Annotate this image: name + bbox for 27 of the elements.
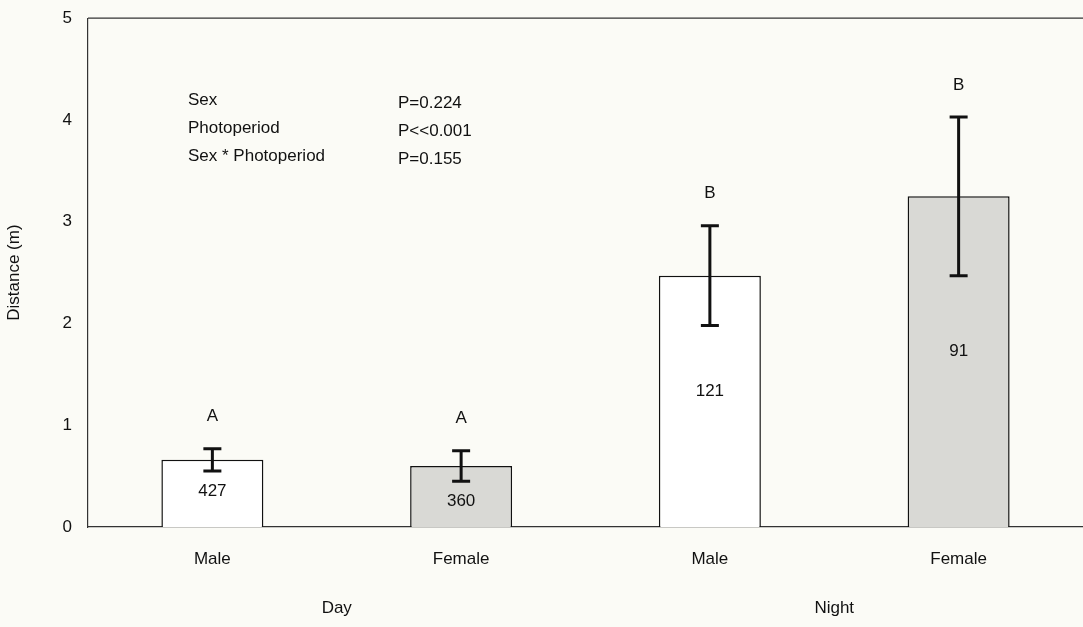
x-tick-label: Male — [691, 548, 729, 568]
text: Day — [321, 597, 353, 617]
annotation: P=0.224 — [398, 92, 462, 112]
y-tick-label: 1 — [62, 414, 72, 434]
annotation: Photoperiod — [188, 117, 280, 137]
annotation: B — [952, 74, 965, 94]
annotation: Sex * Photoperiod — [188, 145, 326, 165]
y-tick-label: 4 — [62, 109, 72, 129]
text: Night — [814, 597, 855, 617]
annotation: P=0.155 — [398, 148, 462, 168]
annotation: A — [206, 406, 219, 426]
y-tick-label: 3 — [62, 211, 72, 231]
annotation: P<<0.001 — [398, 120, 472, 140]
y-tick-label: 5 — [62, 7, 72, 27]
annotation: B — [704, 183, 716, 203]
y-tick-label: 2 — [62, 313, 72, 333]
x-tick-label: Female — [432, 548, 490, 568]
annotation: 360 — [446, 490, 476, 510]
y-axis-title: Distance (m) — [3, 224, 23, 321]
annotation: 91 — [949, 341, 969, 361]
annotation: 121 — [695, 381, 725, 401]
annotation: 427 — [198, 480, 227, 500]
annotation: A — [455, 408, 468, 428]
annotation: Sex — [188, 89, 218, 109]
x-tick-label: Female — [930, 548, 987, 568]
y-tick-label: 0 — [62, 516, 72, 536]
x-tick-label: Male — [193, 548, 231, 568]
